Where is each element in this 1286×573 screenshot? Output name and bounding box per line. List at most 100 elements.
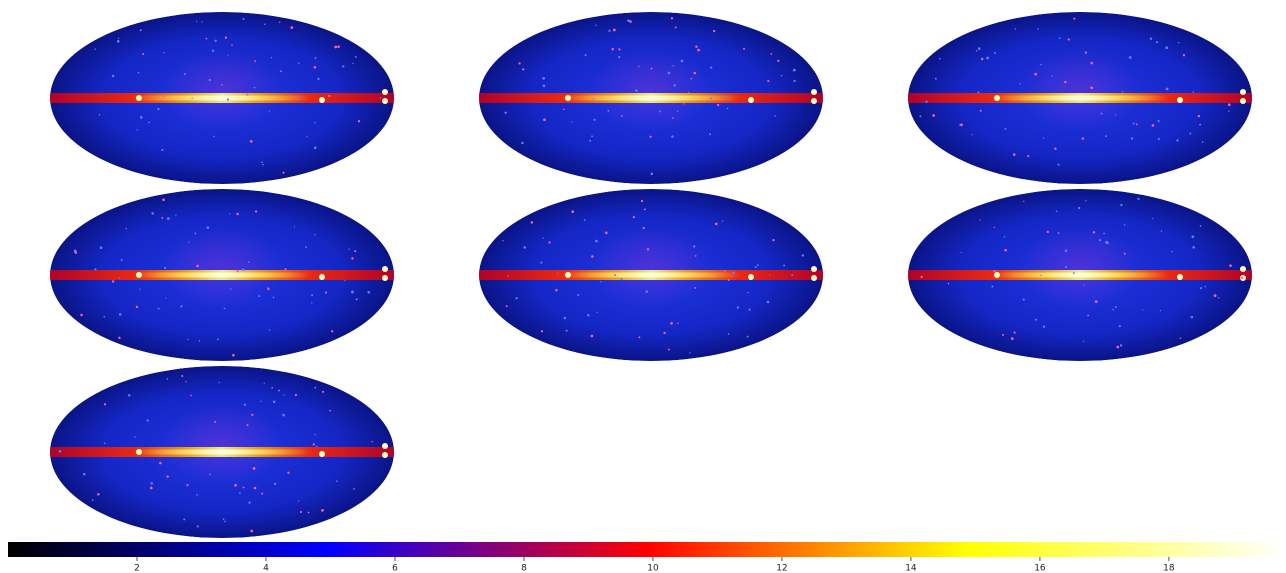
source [1105, 241, 1108, 244]
source [206, 38, 208, 40]
source [367, 291, 370, 294]
source [118, 38, 119, 39]
source [294, 226, 295, 227]
source [1229, 264, 1232, 267]
source [212, 50, 214, 52]
source [781, 75, 782, 76]
source [92, 499, 94, 501]
source [981, 58, 983, 60]
source [647, 248, 649, 250]
bright-source [1240, 89, 1246, 95]
galactic-core [132, 273, 312, 278]
source [209, 79, 211, 81]
source [1004, 128, 1006, 130]
tick-label: 2 [134, 564, 140, 573]
source [1002, 334, 1004, 336]
source [1160, 310, 1161, 311]
source [278, 390, 280, 392]
source [1158, 138, 1160, 140]
source [1103, 233, 1105, 235]
source [264, 383, 265, 384]
source [1064, 81, 1066, 83]
source [1058, 164, 1060, 166]
source [315, 434, 316, 435]
source [709, 133, 711, 135]
source [255, 210, 257, 212]
source [542, 237, 543, 238]
galactic-core [132, 96, 312, 101]
source [1166, 88, 1169, 91]
source [1040, 64, 1042, 66]
source [515, 297, 517, 299]
source [253, 467, 256, 470]
source [1054, 148, 1056, 150]
source [715, 223, 718, 226]
source [695, 45, 697, 47]
source [675, 26, 677, 28]
bright-source [1240, 266, 1246, 272]
source [185, 381, 186, 382]
source [651, 68, 653, 70]
bright-source [382, 266, 388, 272]
source [348, 249, 349, 250]
bright-source [136, 272, 142, 278]
source [236, 270, 239, 273]
source [236, 213, 238, 215]
source [150, 487, 153, 490]
source [557, 273, 558, 274]
source [748, 292, 749, 293]
source [1082, 137, 1084, 139]
galactic-bulge [162, 50, 282, 130]
source [94, 48, 96, 50]
source [649, 136, 651, 138]
tick-label: 14 [905, 564, 917, 573]
source [267, 287, 268, 288]
source [354, 250, 356, 252]
source [74, 251, 77, 254]
source [140, 29, 142, 31]
source [1124, 224, 1125, 225]
galactic-bulge [162, 227, 282, 307]
source [283, 394, 284, 395]
source [1124, 253, 1126, 255]
source [97, 493, 99, 495]
source [356, 298, 358, 300]
source [214, 421, 216, 423]
source [1078, 207, 1080, 209]
source [1015, 28, 1016, 29]
source [627, 19, 630, 22]
source [725, 95, 727, 97]
galactic-bulge [591, 50, 711, 130]
source [269, 329, 270, 330]
source [260, 401, 261, 402]
sky-maps [50, 12, 1252, 538]
source [504, 112, 506, 114]
source [112, 280, 114, 282]
source [635, 89, 637, 91]
galactic-core [132, 450, 312, 455]
source [777, 60, 779, 62]
source [305, 246, 307, 248]
source [591, 255, 594, 258]
source [1047, 231, 1049, 233]
source [164, 267, 166, 269]
source [1150, 37, 1152, 39]
source [1019, 83, 1021, 85]
source [1192, 91, 1194, 93]
source [523, 246, 526, 249]
source [595, 240, 598, 243]
source [331, 330, 333, 332]
bright-source [994, 272, 1000, 278]
tick-label: 16 [1034, 564, 1046, 573]
source [710, 66, 712, 68]
source [279, 22, 280, 23]
source [1192, 235, 1195, 238]
bright-source [994, 95, 1000, 101]
source [298, 96, 300, 98]
source [147, 419, 149, 421]
source [555, 289, 557, 291]
bright-source [565, 272, 571, 278]
source [793, 69, 796, 72]
source [142, 53, 144, 55]
source [181, 375, 183, 377]
